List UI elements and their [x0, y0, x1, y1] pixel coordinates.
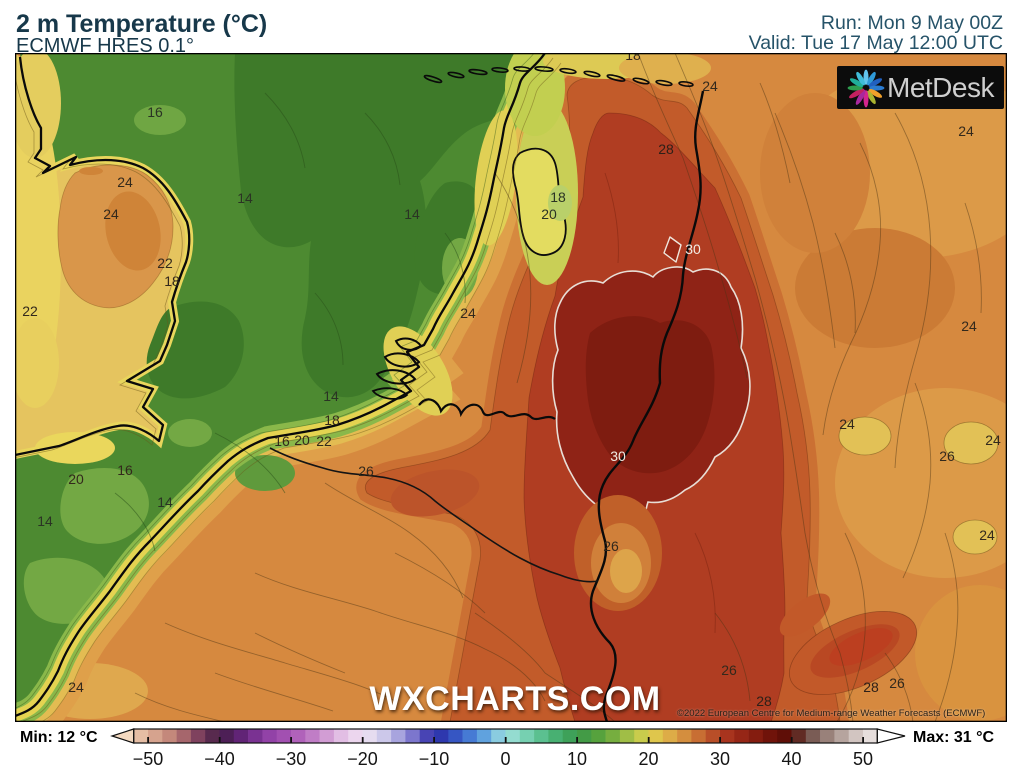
- svg-text:30: 30: [710, 749, 730, 769]
- svg-text:24: 24: [702, 78, 718, 94]
- svg-text:24: 24: [958, 123, 974, 139]
- svg-text:14: 14: [237, 190, 253, 206]
- svg-text:22: 22: [316, 433, 332, 449]
- svg-text:14: 14: [37, 513, 53, 529]
- svg-text:Max: 31 °C: Max: 31 °C: [913, 729, 995, 746]
- svg-text:14: 14: [157, 494, 173, 510]
- svg-text:24: 24: [979, 527, 995, 543]
- svg-text:20: 20: [541, 206, 557, 222]
- svg-text:10: 10: [567, 749, 587, 769]
- svg-text:14: 14: [404, 206, 420, 222]
- svg-text:26: 26: [889, 675, 905, 691]
- svg-text:28: 28: [863, 679, 879, 695]
- svg-text:20: 20: [68, 471, 84, 487]
- svg-text:−20: −20: [347, 749, 378, 769]
- svg-text:18: 18: [550, 189, 566, 205]
- svg-text:−30: −30: [276, 749, 307, 769]
- svg-text:24: 24: [460, 305, 476, 321]
- svg-text:50: 50: [853, 749, 873, 769]
- svg-text:14: 14: [323, 388, 339, 404]
- svg-text:0: 0: [500, 749, 510, 769]
- svg-text:40: 40: [781, 749, 801, 769]
- svg-text:18: 18: [164, 273, 180, 289]
- svg-text:−40: −40: [204, 749, 235, 769]
- svg-text:Min: 12 °C: Min: 12 °C: [20, 729, 98, 746]
- svg-text:24: 24: [103, 206, 119, 222]
- svg-text:26: 26: [358, 463, 374, 479]
- svg-text:22: 22: [22, 303, 38, 319]
- svg-text:28: 28: [658, 141, 674, 157]
- svg-text:20: 20: [294, 432, 310, 448]
- svg-text:18: 18: [625, 53, 641, 63]
- svg-text:22: 22: [157, 255, 173, 271]
- svg-text:24: 24: [68, 679, 84, 695]
- svg-text:28: 28: [756, 693, 772, 709]
- svg-text:30: 30: [610, 448, 626, 464]
- svg-text:−50: −50: [133, 749, 164, 769]
- svg-text:24: 24: [839, 416, 855, 432]
- svg-text:16: 16: [274, 433, 290, 449]
- svg-text:16: 16: [117, 462, 133, 478]
- svg-text:24: 24: [985, 432, 1001, 448]
- svg-text:26: 26: [603, 538, 619, 554]
- svg-text:16: 16: [147, 104, 163, 120]
- svg-text:20: 20: [638, 749, 658, 769]
- svg-text:−10: −10: [419, 749, 450, 769]
- svg-text:24: 24: [117, 174, 133, 190]
- svg-text:18: 18: [324, 412, 340, 428]
- svg-text:26: 26: [721, 662, 737, 678]
- svg-text:26: 26: [939, 448, 955, 464]
- svg-text:30: 30: [685, 241, 701, 257]
- svg-text:24: 24: [961, 318, 977, 334]
